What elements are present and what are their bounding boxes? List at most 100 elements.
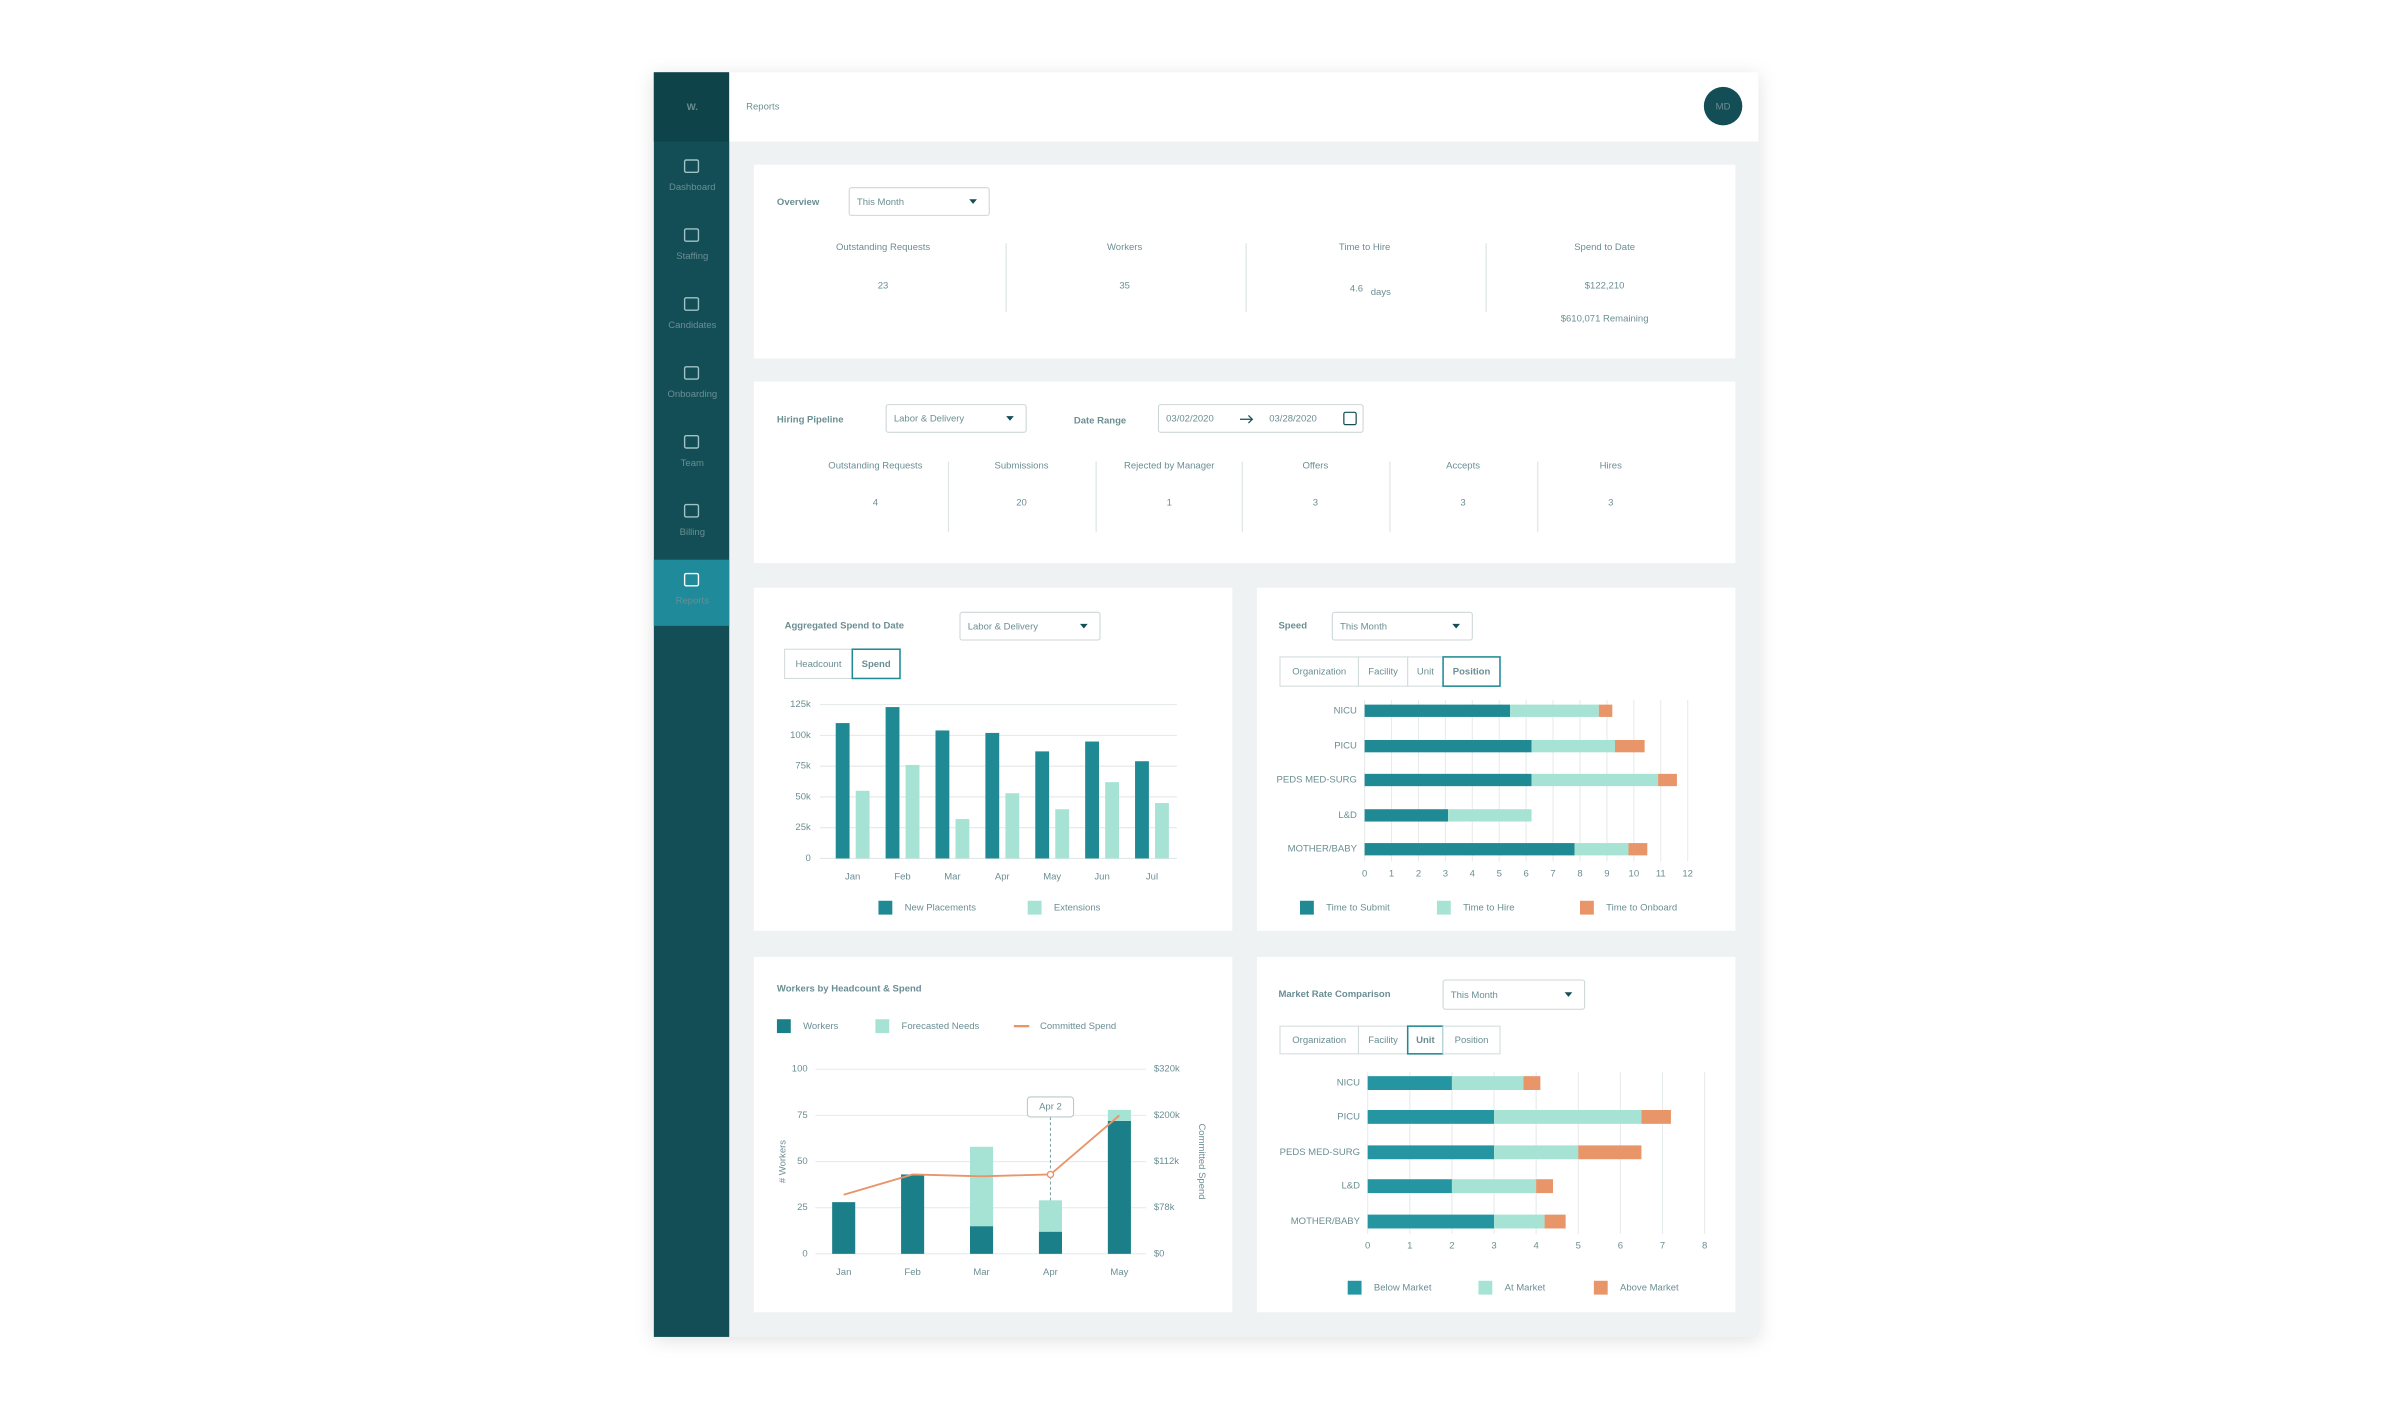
y-tick-label: 25k (795, 822, 811, 833)
tab[interactable] (851, 648, 901, 680)
bar (1155, 803, 1169, 859)
y-tick-label: 0 (802, 1248, 807, 1259)
bar-segment (1367, 1179, 1452, 1194)
y-tick-label: 75k (795, 761, 811, 772)
nav-label: Candidates (668, 320, 716, 331)
calendar-icon (1343, 411, 1357, 426)
bar-segment (1367, 1145, 1495, 1160)
bar (1085, 741, 1100, 859)
y2-tick-label: $112k (1154, 1156, 1179, 1167)
nav-icon (683, 435, 700, 449)
nav-item[interactable] (683, 366, 700, 380)
metric-value: 35 (1119, 281, 1130, 292)
metric-value: $122,210 (1585, 281, 1625, 292)
dropdown-box (959, 611, 1101, 641)
x-tick-label: 3 (1443, 868, 1448, 879)
nav-active (653, 559, 730, 626)
x-tick-label: Apr (1043, 1267, 1059, 1278)
avatar[interactable] (1703, 86, 1743, 126)
nav-label: Staffing (676, 251, 708, 262)
card-title: Market Rate Comparison (1278, 989, 1390, 1000)
metric-value: 23 (878, 281, 889, 292)
x-tick-label: 0 (1365, 1241, 1370, 1252)
x-tick-label: 4 (1470, 868, 1476, 879)
bar-segment (1628, 843, 1648, 856)
y2-axis-title: Committed Spend (1196, 1123, 1207, 1199)
tab-box (1279, 1025, 1359, 1055)
nav-item[interactable] (683, 572, 700, 587)
bar-segment (1367, 1214, 1495, 1229)
metric-value: 3 (1608, 498, 1613, 509)
bar-segment (1523, 1076, 1541, 1090)
bar-segment (1574, 843, 1629, 856)
legend-swatch (875, 1019, 890, 1034)
legend-swatch (1436, 900, 1451, 915)
nav-item[interactable] (683, 503, 700, 518)
dropdown[interactable] (959, 611, 1101, 641)
x-tick-label: Feb (894, 871, 910, 882)
x-tick-label: Jul (1146, 871, 1158, 882)
bar-segment (1494, 1110, 1642, 1124)
tab-label: Headcount (795, 659, 841, 670)
dropdown[interactable] (848, 187, 990, 216)
date-range[interactable] (1157, 404, 1364, 433)
nav-item[interactable] (683, 159, 700, 174)
dropdown[interactable] (1331, 611, 1473, 641)
tab[interactable] (1407, 656, 1444, 687)
card-title: Workers by Headcount & Spend (777, 984, 922, 995)
tab[interactable] (1442, 656, 1501, 687)
sidebar (653, 72, 730, 1337)
bar-segment (1544, 1214, 1566, 1229)
bar-segment (1038, 1231, 1062, 1254)
y-tick-label: L&D (1341, 1181, 1360, 1192)
date-to: 03/28/2020 (1269, 414, 1317, 425)
legend-swatch (1027, 900, 1042, 915)
nav-icon (683, 503, 700, 518)
metric-label: Hires (1600, 461, 1622, 472)
nav-item[interactable] (683, 228, 700, 242)
annotation: Apr 2 (1039, 1101, 1062, 1112)
x-tick-label: 12 (1682, 868, 1693, 879)
metric-value: 1 (1167, 498, 1172, 509)
x-tick-label: Apr (995, 871, 1011, 882)
y-tick-label: PEDS MED-SURG (1277, 775, 1357, 786)
dropdown[interactable] (1442, 979, 1586, 1010)
legend-swatch (1593, 1280, 1608, 1295)
dropdown-caret (1564, 992, 1573, 997)
bar (1035, 751, 1050, 859)
nav-label: Dashboard (669, 182, 716, 193)
x-tick-label: 11 (1656, 868, 1666, 879)
dropdown-box (848, 187, 990, 216)
dropdown[interactable] (885, 404, 1027, 433)
legend-swatch (1347, 1280, 1362, 1295)
tab[interactable] (1357, 1025, 1409, 1055)
nav-label: Team (681, 458, 704, 469)
bar (985, 732, 1000, 859)
bar-segment (970, 1226, 994, 1254)
metric-label: Workers (1107, 242, 1142, 253)
dropdown-caret (1080, 623, 1088, 629)
tab[interactable] (1279, 1025, 1359, 1055)
card-title: Aggregated Spend to Date (785, 621, 905, 632)
bar-segment (1510, 704, 1599, 717)
tab[interactable] (1442, 1025, 1501, 1055)
speed-card (1256, 587, 1736, 931)
tab[interactable] (1357, 656, 1409, 687)
nav-item[interactable] (683, 297, 700, 311)
x-tick-label: May (1043, 871, 1061, 882)
legend-swatch (878, 900, 893, 915)
y2-tick-label: $78k (1154, 1202, 1175, 1213)
tab-label: Position (1455, 1035, 1489, 1046)
bar-segment (1107, 1120, 1131, 1254)
x-tick-label: 2 (1416, 868, 1421, 879)
nav-item[interactable] (683, 435, 700, 449)
legend-label: At Market (1505, 1283, 1546, 1294)
x-tick-label: Jan (845, 871, 860, 882)
legend-label: Forecasted Needs (902, 1021, 980, 1032)
bar (905, 764, 920, 859)
x-tick-label: 8 (1577, 868, 1582, 879)
x-tick-label: 8 (1702, 1241, 1707, 1252)
date-box (1157, 404, 1364, 433)
metric-label: Offers (1303, 461, 1329, 472)
dropdown-box (1331, 611, 1473, 641)
